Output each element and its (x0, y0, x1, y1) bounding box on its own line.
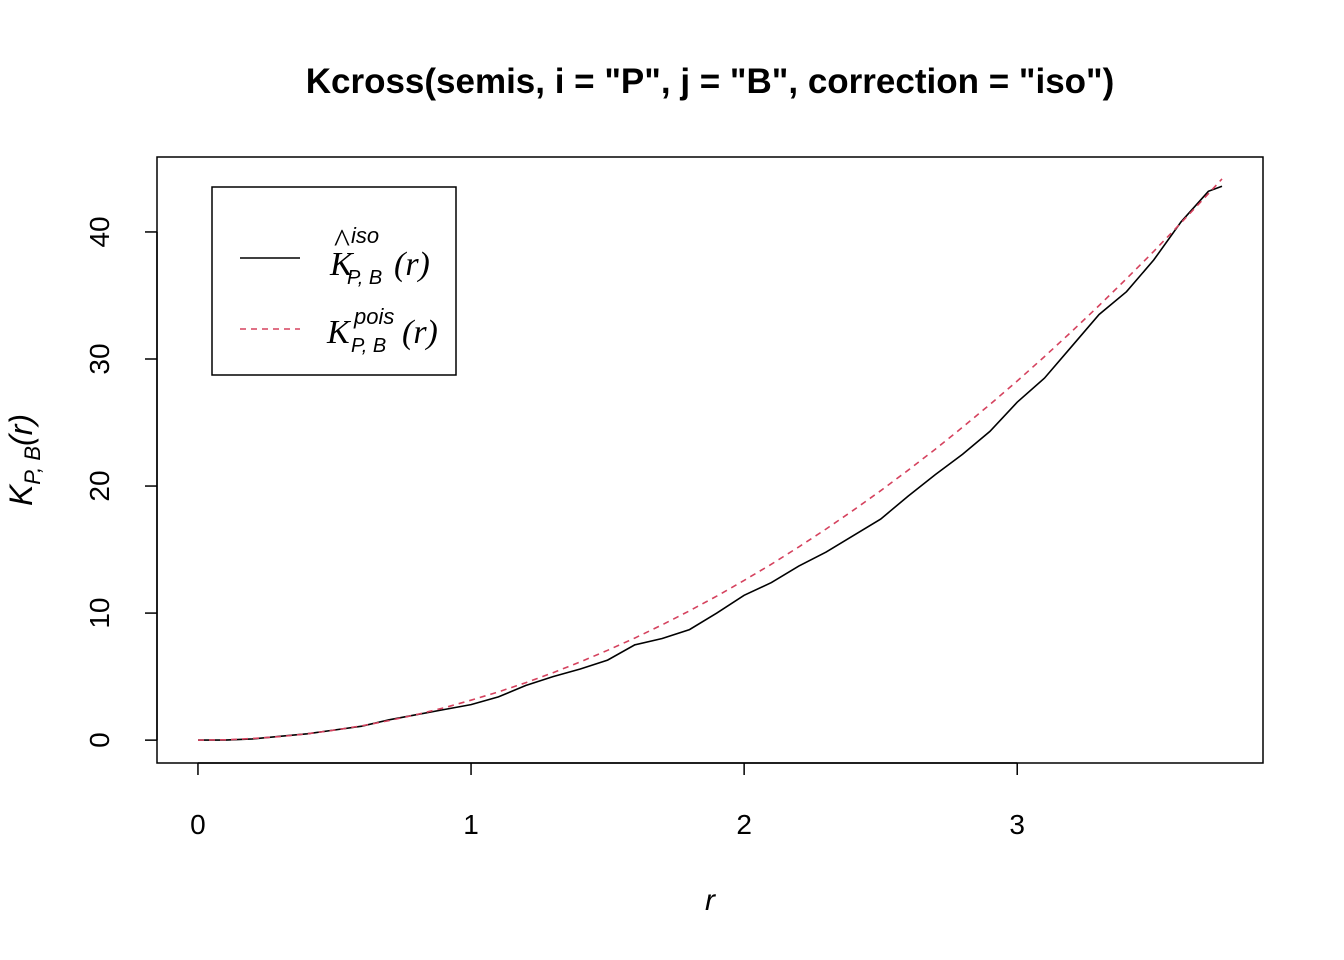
series-line-iso (198, 185, 1223, 741)
x-tick-label: 0 (190, 809, 206, 840)
series-group (197, 178, 1223, 741)
chart-title: Kcross(semis, i = "P", j = "B", correcti… (306, 62, 1115, 101)
y-tick-label: 40 (84, 216, 115, 247)
y-axis-label-base: K (3, 483, 39, 506)
x-tick-label: 3 (1009, 809, 1025, 840)
legend-box (211, 186, 457, 376)
y-axis-label-arg: (r) (3, 414, 39, 446)
y-axis-label-sub: P, B (20, 446, 45, 485)
legend-pois-arg: (r) (402, 314, 438, 351)
legend-label-iso: K ^ iso P, B (r) (329, 223, 430, 289)
legend-iso-sup: iso (351, 223, 379, 248)
legend-iso-hat: ^ (334, 223, 350, 260)
x-axis-label: r (705, 884, 716, 917)
legend-iso-arg: (r) (394, 246, 430, 283)
y-axis-label: KP, B(r) (3, 414, 45, 506)
legend: K ^ iso P, B (r) K pois P, B (r) (211, 186, 457, 376)
legend-label-pois: K pois P, B (r) (326, 304, 438, 357)
legend-iso-base: K (329, 246, 355, 283)
x-tick-label: 1 (463, 809, 479, 840)
legend-iso-sub: P, B (347, 267, 382, 289)
y-tick-label: 20 (84, 470, 115, 501)
legend-pois-sub: P, B (351, 335, 386, 357)
series-line-pois (197, 178, 1223, 741)
legend-pois-base: K (326, 314, 352, 351)
y-axis: 0 10 20 30 40 (84, 216, 158, 748)
y-tick-label: 30 (84, 343, 115, 374)
x-tick-label: 2 (736, 809, 752, 840)
y-tick-label: 0 (84, 732, 115, 748)
svg-text:KP, B(r): KP, B(r) (3, 414, 45, 506)
legend-pois-sup: pois (353, 304, 394, 329)
x-axis: 0 1 2 3 (190, 762, 1025, 840)
y-tick-label: 10 (84, 598, 115, 629)
